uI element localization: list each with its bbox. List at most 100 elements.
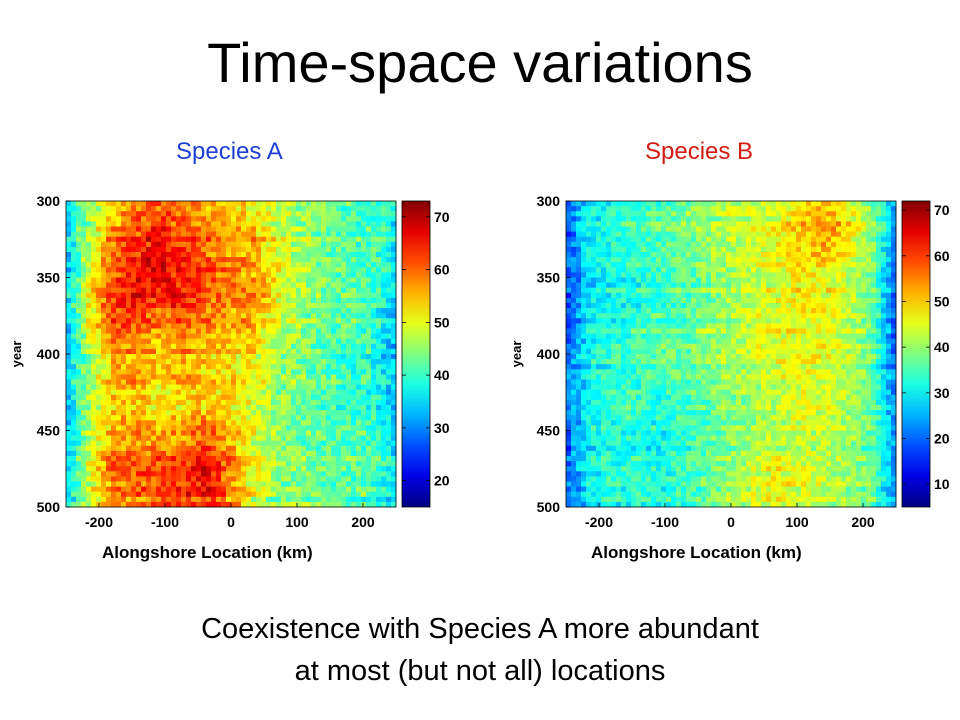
heatmap-cell [196, 287, 202, 294]
heatmap-cell [271, 313, 277, 319]
heatmap-cell [286, 277, 292, 283]
heatmap-cell [671, 257, 677, 263]
heatmap-cell [876, 231, 882, 238]
heatmap-cell [316, 399, 322, 406]
heatmap-cell [596, 236, 602, 243]
heatmap-cell [306, 318, 312, 324]
heatmap-cell [891, 272, 897, 278]
heatmap-cell [286, 384, 292, 391]
heatmap-cell [131, 221, 137, 227]
heatmap-cell [316, 313, 322, 319]
heatmap-cell [251, 343, 257, 350]
heatmap-cell [321, 440, 327, 447]
heatmap-cell [116, 410, 122, 416]
heatmap-cell [66, 323, 72, 329]
heatmap-cell [166, 241, 172, 248]
heatmap-cell [201, 501, 207, 508]
heatmap-cell [226, 333, 232, 340]
heatmap-cell [231, 450, 237, 457]
heatmap-cell [111, 303, 117, 309]
heatmap-cell [191, 262, 197, 268]
heatmap-cell [221, 241, 227, 248]
heatmap-cell [96, 323, 102, 329]
heatmap-cell [71, 461, 77, 467]
heatmap-cell [226, 206, 232, 212]
heatmap-cell [166, 354, 172, 360]
heatmap-cell [211, 466, 217, 472]
heatmap-cell [231, 359, 237, 365]
heatmap-cell [86, 379, 92, 385]
heatmap-cell [276, 201, 282, 207]
heatmap-cell [831, 246, 837, 253]
heatmap-cell [91, 420, 97, 426]
heatmap-cell [731, 236, 737, 243]
heatmap-cell [641, 216, 647, 222]
heatmap-cell [331, 471, 337, 477]
heatmap-cell [191, 231, 197, 238]
heatmap-cell [91, 501, 97, 508]
heatmap-cell [91, 308, 97, 314]
heatmap-cell [261, 226, 267, 232]
heatmap-cell [351, 287, 357, 294]
heatmap-cell [66, 405, 72, 411]
heatmap-cell [156, 348, 162, 355]
heatmap-cell [351, 420, 357, 426]
heatmap-cell [336, 425, 342, 431]
heatmap-cell [321, 496, 327, 503]
heatmap-cell [111, 252, 117, 258]
heatmap-cell [766, 262, 772, 268]
heatmap-cell [371, 287, 377, 294]
heatmap-cell [341, 491, 347, 498]
heatmap-cell [801, 257, 807, 263]
heatmap-cell [296, 374, 302, 380]
heatmap-cell [186, 343, 192, 350]
heatmap-cell [191, 359, 197, 365]
heatmap-cell [171, 297, 177, 304]
heatmap-cell [101, 257, 107, 263]
heatmap-cell [326, 216, 332, 222]
heatmap-cell [181, 257, 187, 263]
heatmap-cell [856, 231, 862, 238]
heatmap-cell [81, 262, 87, 268]
heatmap-cell [716, 262, 722, 268]
heatmap-cell [281, 440, 287, 447]
heatmap-cell [186, 359, 192, 365]
heatmap-cell [176, 410, 182, 416]
heatmap-cell [101, 297, 107, 304]
heatmap-cell [346, 297, 352, 304]
heatmap-cell [386, 303, 392, 309]
heatmap-cell [236, 501, 242, 508]
heatmap-cell [81, 405, 87, 411]
heatmap-cell [736, 236, 742, 243]
heatmap-cell [271, 277, 277, 283]
heatmap-cell [71, 272, 77, 278]
heatmap-cell [221, 399, 227, 406]
heatmap-cell [106, 415, 112, 421]
heatmap-cell [691, 252, 697, 258]
heatmap-cell [151, 328, 157, 334]
heatmap-cell [316, 272, 322, 278]
heatmap-cell [636, 257, 642, 263]
heatmap-cell [351, 303, 357, 309]
heatmap-cell [136, 389, 142, 396]
heatmap-cell [176, 338, 182, 345]
heatmap-cell [676, 211, 682, 217]
heatmap-cell [871, 206, 877, 212]
heatmap-cell [146, 476, 152, 482]
heatmap-cell [186, 272, 192, 278]
heatmap-cell [161, 262, 167, 268]
heatmap-cell [336, 399, 342, 406]
heatmap-cell [341, 466, 347, 472]
heatmap-cell [111, 333, 117, 340]
heatmap-cell [151, 221, 157, 227]
heatmap-cell [201, 246, 207, 253]
heatmap-cell [181, 501, 187, 508]
heatmap-cell [291, 440, 297, 447]
heatmap-cell [221, 303, 227, 309]
heatmap-cell [386, 405, 392, 411]
heatmap-cell [151, 491, 157, 498]
heatmap-cell [131, 226, 137, 232]
heatmap-cell [351, 384, 357, 391]
heatmap-cell [361, 236, 367, 243]
heatmap-cell [141, 211, 147, 217]
